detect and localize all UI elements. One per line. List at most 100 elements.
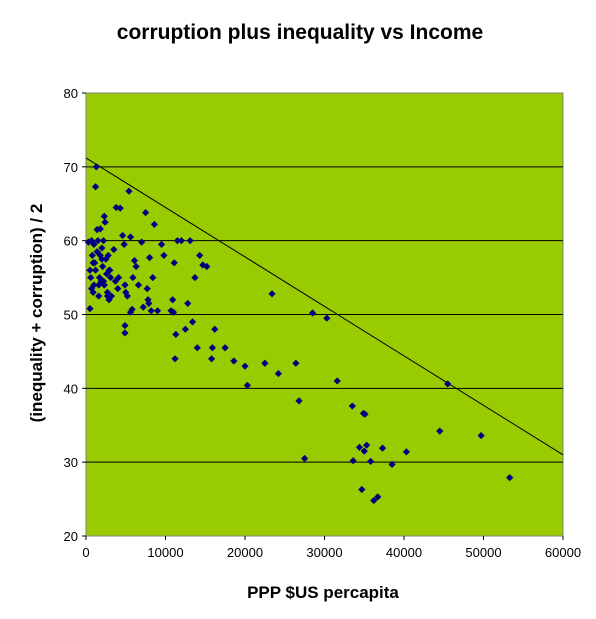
- data-point: [361, 410, 369, 418]
- data-point: [104, 251, 112, 260]
- y-tick-label: 70: [64, 160, 78, 175]
- data-point: [388, 460, 396, 468]
- data-point: [208, 344, 217, 352]
- data-point: [323, 314, 331, 322]
- data-point: [230, 357, 238, 365]
- data-point: [91, 183, 100, 191]
- data-point: [98, 244, 106, 252]
- data-point: [89, 259, 97, 267]
- x-tick-label: 40000: [386, 545, 422, 560]
- data-point: [107, 292, 116, 300]
- data-point: [105, 266, 113, 274]
- data-point: [100, 281, 108, 289]
- x-tick-label: 50000: [465, 545, 501, 560]
- y-tick-label: 20: [64, 529, 78, 544]
- data-point: [436, 427, 444, 435]
- data-point: [374, 493, 382, 501]
- data-point: [181, 325, 189, 333]
- data-point: [378, 444, 387, 452]
- trendline-path: [85, 157, 564, 456]
- data-point: [99, 277, 108, 285]
- data-point: [146, 254, 154, 262]
- data-point: [132, 262, 140, 271]
- data-point: [191, 273, 199, 282]
- data-point: [121, 321, 129, 330]
- data-point: [99, 262, 107, 271]
- data-point: [274, 369, 282, 378]
- data-point: [169, 308, 178, 316]
- data-point: [143, 285, 151, 293]
- y-tick-label: 30: [64, 455, 78, 470]
- y-axis-label: (inequality + corruption) / 2: [27, 204, 46, 423]
- x-axis-label: PPP $US percapita: [247, 583, 399, 602]
- data-point: [370, 496, 378, 505]
- data-point: [93, 248, 101, 256]
- data-point: [89, 288, 97, 296]
- data-point: [355, 443, 364, 451]
- data-point: [129, 273, 137, 282]
- y-tick-label: 50: [64, 308, 78, 323]
- data-point: [86, 304, 94, 313]
- data-point: [243, 381, 251, 389]
- data-point: [363, 441, 371, 449]
- data-point: [103, 288, 112, 296]
- data-point: [103, 292, 112, 300]
- data-point: [121, 281, 129, 289]
- data-point: [196, 251, 204, 260]
- data-point: [149, 273, 157, 282]
- data-point: [86, 266, 94, 274]
- data-point: [268, 290, 276, 298]
- data-point: [292, 359, 300, 367]
- y-axis-ticks: 20 30 40 50 60 70 80: [64, 86, 86, 544]
- data-point: [188, 318, 197, 326]
- data-point: [91, 266, 100, 274]
- data-point: [348, 402, 356, 410]
- data-point: [114, 273, 123, 282]
- data-point: [98, 255, 106, 263]
- data-point: [169, 296, 177, 304]
- data-point: [367, 457, 375, 466]
- data-point: [126, 233, 135, 241]
- data-point: [87, 273, 95, 282]
- x-tick-label: 30000: [306, 545, 342, 560]
- y-tick-label: 60: [64, 234, 78, 249]
- data-point: [177, 237, 185, 245]
- data-point: [96, 225, 104, 233]
- data-point: [101, 218, 109, 226]
- x-tick-label: 20000: [227, 545, 263, 560]
- data-point: [122, 288, 130, 296]
- data-point: [349, 457, 357, 465]
- data-point: [142, 209, 150, 217]
- data-point: [171, 355, 179, 363]
- data-point: [186, 237, 194, 245]
- data-point: [118, 231, 127, 240]
- data-point: [123, 292, 131, 300]
- data-point: [167, 307, 175, 315]
- data-point: [211, 325, 219, 333]
- data-point: [138, 238, 146, 246]
- data-point: [110, 245, 118, 254]
- data-point: [157, 240, 166, 248]
- data-point: [134, 281, 143, 289]
- data-point: [94, 237, 102, 245]
- data-point: [170, 259, 178, 267]
- data-point: [145, 299, 153, 308]
- data-point: [153, 307, 162, 315]
- data-point: [99, 237, 108, 245]
- data-point: [88, 251, 96, 260]
- data-point: [90, 240, 98, 248]
- data-point: [173, 237, 182, 245]
- data-point: [130, 257, 139, 265]
- data-point: [121, 329, 129, 337]
- data-point: [295, 397, 303, 405]
- x-tick-label: 60000: [545, 545, 581, 560]
- y-tick-label: 40: [64, 381, 78, 396]
- data-point: [193, 344, 201, 352]
- data-point: [95, 273, 104, 282]
- gridlines: [86, 166, 563, 463]
- x-tick-label: 10000: [147, 545, 183, 560]
- data-points: [84, 163, 514, 505]
- data-point: [114, 285, 122, 293]
- data-point: [506, 474, 514, 482]
- data-point: [221, 344, 229, 352]
